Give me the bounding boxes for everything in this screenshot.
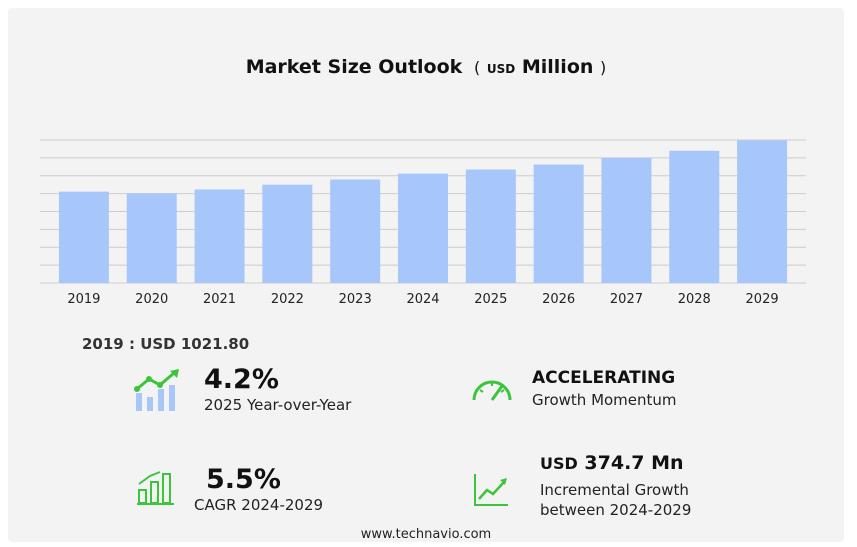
incremental-caption-1: Incremental Growth: [540, 481, 689, 499]
bar-2020: [126, 193, 177, 283]
x-tick-label: 2021: [203, 292, 236, 307]
bar-growth-icon: [137, 471, 174, 505]
trend-line-icon: [474, 474, 508, 506]
x-tick-label: 2028: [678, 292, 711, 307]
x-tick-label: 2025: [474, 292, 507, 307]
incremental-headline: USD 374.7 Mn: [540, 452, 691, 474]
bar-2025: [465, 169, 516, 283]
bar-2027: [601, 157, 652, 283]
yoy-caption: 2025 Year-over-Year: [204, 396, 352, 414]
cagr-caption: CAGR 2024-2029: [194, 496, 324, 514]
bar-chart: 2019 2020 2021 2022 2023 2024 2025 2026 2027 2028…: [40, 139, 806, 307]
incremental-value: 374.7 Mn: [584, 452, 684, 474]
bar-2021: [194, 189, 245, 283]
chart-title: Market Size Outlook ( USD Million ): [8, 56, 844, 78]
incremental-caption-2: between 2024-2029: [540, 501, 692, 519]
growth-chart-icon: [134, 369, 179, 411]
yoy-value: 4.2%: [204, 364, 279, 395]
x-tick-label: 2023: [339, 292, 372, 307]
momentum-value: ACCELERATING: [532, 368, 676, 388]
bar-2028: [669, 150, 720, 283]
bar-2019: [58, 191, 109, 283]
x-tick-label: 2020: [135, 292, 168, 307]
x-tick-label: 2026: [542, 292, 575, 307]
chart-title-text: Market Size Outlook: [245, 56, 463, 78]
bar-2023: [330, 179, 381, 283]
bar-2024: [398, 173, 448, 283]
incremental-stat: USD 374.7 Mn Incremental Growth between …: [540, 452, 691, 520]
x-tick-label: 2024: [406, 292, 439, 307]
speedometer-icon: [472, 380, 512, 401]
x-tick-label: 2022: [271, 292, 304, 307]
bar-2029: [737, 140, 788, 283]
incremental-prefix: USD: [540, 454, 578, 473]
cagr-stat: 5.5% CAGR 2024-2029: [194, 464, 323, 515]
chart-card: Market Size Outlook ( USD Million ) 2019…: [8, 8, 844, 542]
title-paren-close: ): [600, 58, 607, 77]
footer-url: www.technavio.com: [360, 527, 492, 542]
title-unit-word: Million: [521, 56, 594, 78]
title-unit-prefix: USD: [486, 62, 516, 76]
x-tick-label: 2027: [610, 292, 643, 307]
yoy-stat: 4.2% 2025 Year-over-Year: [204, 364, 351, 415]
momentum-caption: Growth Momentum: [532, 391, 677, 409]
x-tick-label: 2019: [67, 292, 100, 307]
bar-2022: [262, 184, 313, 283]
x-tick-label: 2029: [746, 292, 779, 307]
cagr-value: 5.5%: [206, 464, 281, 495]
base-year-value: 2019 : USD 1021.80: [82, 335, 250, 353]
title-paren-open: (: [468, 58, 481, 77]
bar-2026: [533, 164, 584, 283]
momentum-stat: ACCELERATING Growth Momentum: [532, 368, 677, 410]
